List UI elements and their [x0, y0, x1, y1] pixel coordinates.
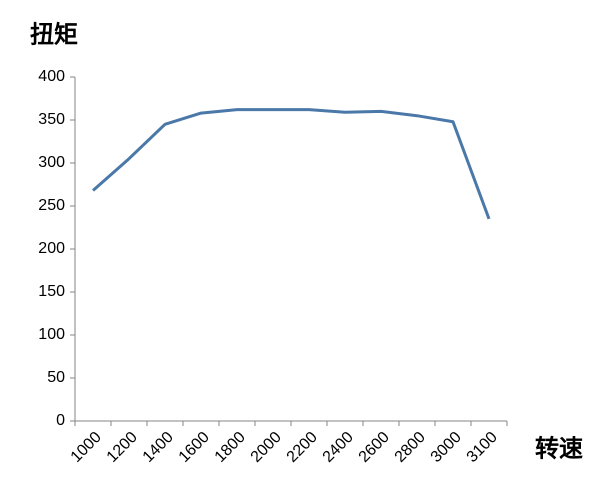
y-tick-label: 250 [38, 197, 65, 214]
x-tick-label: 3100 [464, 429, 501, 466]
y-tick-label: 300 [38, 154, 65, 171]
y-tick-label: 50 [47, 369, 65, 386]
y-tick-label: 0 [56, 412, 65, 429]
y-tick-label: 200 [38, 240, 65, 257]
line-series [92, 108, 491, 220]
y-tick-label: 400 [38, 68, 65, 85]
x-axis-title: 转速 [535, 434, 583, 462]
y-axis-title: 扭矩 [30, 20, 78, 48]
x-tick-label: 2400 [320, 429, 357, 466]
x-tick-label: 2000 [248, 429, 285, 466]
x-tick-label: 1600 [176, 429, 213, 466]
x-tick-label: 3000 [428, 429, 465, 466]
x-tick-label: 2600 [356, 429, 393, 466]
x-tick-label: 2200 [284, 429, 321, 466]
x-tick-label: 1400 [140, 429, 177, 466]
y-tick-label: 150 [38, 283, 65, 300]
x-tick-label: 2800 [392, 429, 429, 466]
x-tick-label: 1800 [212, 429, 249, 466]
x-tick-label: 1200 [104, 429, 141, 466]
y-tick-label: 350 [38, 111, 65, 128]
x-tick-label: 1000 [68, 429, 105, 466]
y-tick-label: 100 [38, 326, 65, 343]
